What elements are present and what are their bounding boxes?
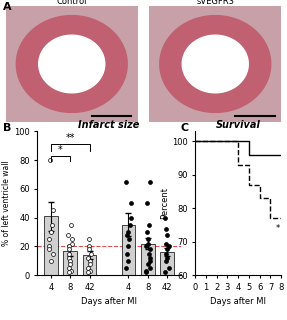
Point xyxy=(146,261,151,266)
Point xyxy=(164,241,168,246)
Bar xyxy=(160,252,174,275)
Point xyxy=(164,247,169,252)
Point xyxy=(69,241,74,246)
Point xyxy=(163,215,167,220)
Point xyxy=(163,270,168,275)
Point xyxy=(66,232,70,237)
Point xyxy=(69,222,73,227)
Point xyxy=(67,251,71,256)
Point xyxy=(51,208,55,213)
Point xyxy=(164,232,169,237)
Point xyxy=(49,229,54,235)
Text: A: A xyxy=(3,2,11,12)
Bar xyxy=(44,216,58,275)
Point xyxy=(164,227,169,232)
Text: C: C xyxy=(181,123,189,133)
Point xyxy=(68,258,73,263)
Point xyxy=(66,270,71,275)
Point xyxy=(67,266,71,271)
Title: Control: Control xyxy=(57,0,87,6)
Point xyxy=(128,201,133,206)
Polygon shape xyxy=(191,43,239,85)
Point xyxy=(86,270,90,275)
Bar xyxy=(63,251,77,275)
Point xyxy=(86,255,91,260)
Point xyxy=(88,258,92,263)
Bar xyxy=(141,244,155,275)
Polygon shape xyxy=(182,35,248,93)
Point xyxy=(126,244,131,249)
Point xyxy=(166,244,171,249)
Point xyxy=(87,247,92,252)
Point xyxy=(148,258,152,263)
Point xyxy=(124,179,129,184)
Text: *: * xyxy=(276,224,280,233)
Point xyxy=(86,236,91,242)
Point xyxy=(88,268,92,273)
Point xyxy=(128,215,133,220)
Point xyxy=(67,255,72,260)
X-axis label: Days after MI: Days after MI xyxy=(81,297,137,306)
Point xyxy=(68,261,72,266)
Text: *: * xyxy=(58,145,63,155)
Point xyxy=(144,201,149,206)
Point xyxy=(144,270,149,275)
Polygon shape xyxy=(16,16,127,112)
Point xyxy=(67,244,71,249)
Title: Infarct size: Infarct size xyxy=(78,120,140,131)
Point xyxy=(146,222,151,227)
Polygon shape xyxy=(48,43,96,85)
Bar xyxy=(83,255,96,275)
Point xyxy=(144,268,148,273)
Point xyxy=(124,266,129,271)
Bar xyxy=(122,225,135,275)
Polygon shape xyxy=(160,16,271,112)
Point xyxy=(148,266,152,271)
Point xyxy=(164,251,168,256)
Point xyxy=(128,222,132,227)
Point xyxy=(163,258,168,263)
Point xyxy=(47,244,52,249)
X-axis label: Days after MI: Days after MI xyxy=(210,297,266,306)
Polygon shape xyxy=(39,35,105,93)
Y-axis label: % of left ventricle wall: % of left ventricle wall xyxy=(2,160,11,246)
Y-axis label: Percent: Percent xyxy=(160,187,169,219)
Point xyxy=(148,255,152,260)
Point xyxy=(88,261,92,266)
Point xyxy=(50,251,55,256)
Title: sVEGFR3: sVEGFR3 xyxy=(196,0,234,6)
Point xyxy=(144,244,149,249)
Point xyxy=(125,229,130,235)
Point xyxy=(85,266,90,271)
Point xyxy=(49,258,54,263)
Point xyxy=(48,157,53,163)
Point xyxy=(127,236,132,242)
Point xyxy=(47,236,52,242)
Point xyxy=(126,258,131,263)
Text: **: ** xyxy=(65,133,75,143)
Point xyxy=(166,266,171,271)
Point xyxy=(146,236,150,242)
Point xyxy=(124,232,129,237)
Point xyxy=(147,251,152,256)
Point xyxy=(89,251,93,256)
Point xyxy=(124,251,129,256)
Point xyxy=(70,236,75,242)
Title: Survival: Survival xyxy=(216,120,261,131)
Point xyxy=(148,179,152,184)
Point xyxy=(148,247,152,252)
Point xyxy=(69,268,73,273)
Point xyxy=(50,222,54,227)
Point xyxy=(87,244,91,249)
Text: B: B xyxy=(3,123,11,133)
Point xyxy=(146,241,150,246)
Point xyxy=(145,229,149,235)
Point xyxy=(165,255,170,260)
Point xyxy=(67,247,71,252)
Point xyxy=(46,247,51,252)
